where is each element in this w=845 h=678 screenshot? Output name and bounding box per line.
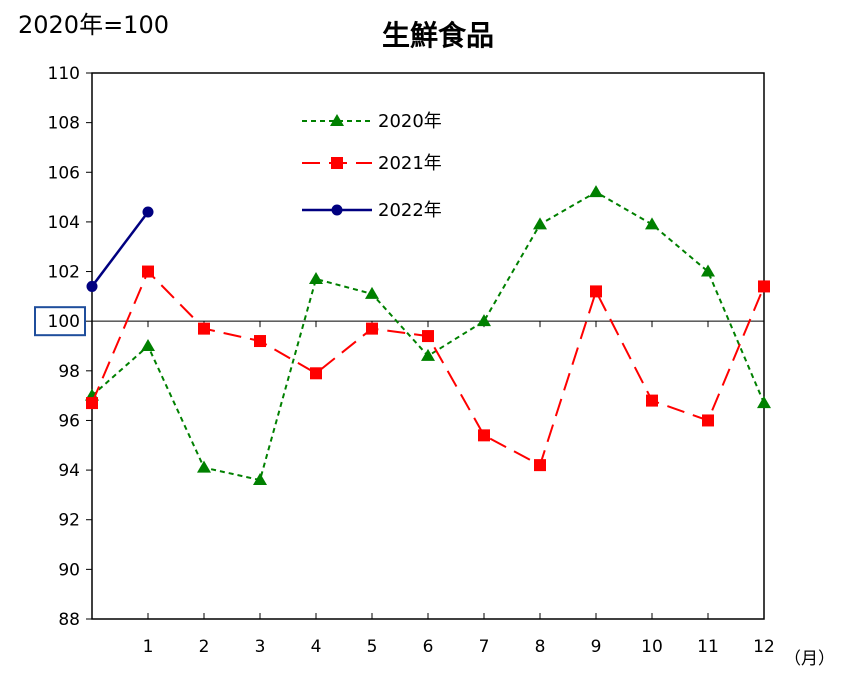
- highlighted-tick-box: [34, 306, 86, 337]
- x-tick-label: 1: [143, 637, 154, 657]
- series-line: [91, 211, 149, 288]
- data-point: [365, 286, 379, 299]
- series-1: [85, 185, 771, 486]
- legend: 2020年 2021年 2022年: [302, 111, 442, 221]
- data-point: [589, 185, 603, 198]
- data-point: [253, 473, 267, 486]
- x-tick-label: 3: [255, 637, 266, 657]
- data-point: [142, 206, 154, 218]
- data-point: [758, 280, 770, 293]
- y-tick-label: 106: [48, 163, 80, 183]
- y-tick-label: 110: [48, 64, 80, 84]
- data-point: [477, 314, 491, 327]
- y-tick-label: 96: [58, 411, 80, 431]
- legend-label: 2022年: [378, 200, 442, 221]
- x-tick-label: 10: [641, 637, 663, 657]
- x-axis-unit-label: （月）: [784, 649, 835, 669]
- data-point: [757, 396, 771, 409]
- legend-marker: [330, 114, 344, 126]
- legend-marker: [331, 157, 343, 169]
- x-axis: 1 2 3 4 5 6 7 8 9 10 11 12: [143, 613, 775, 657]
- data-point: [310, 367, 322, 380]
- y-tick-label: 98: [58, 362, 80, 382]
- y-tick-label: 94: [58, 461, 80, 481]
- x-tick-label: 12: [753, 637, 775, 657]
- data-point: [142, 265, 154, 278]
- x-tick-label: 6: [423, 637, 434, 657]
- y-tick-label: 102: [48, 263, 80, 283]
- base-year-label: 2020年=100: [18, 11, 169, 39]
- legend-label: 2020年: [378, 111, 442, 132]
- data-point: [421, 348, 435, 361]
- y-tick-label: 104: [48, 213, 80, 233]
- data-point: [254, 335, 266, 348]
- data-point: [309, 271, 323, 284]
- x-tick-label: 4: [311, 637, 322, 657]
- reference-line-group: [92, 320, 764, 328]
- series-3: [86, 206, 154, 292]
- chart-title: 生鮮食品: [382, 19, 494, 52]
- data-point: [590, 285, 602, 298]
- data-point: [197, 460, 211, 473]
- data-point: [86, 397, 98, 410]
- series-2: [86, 265, 770, 472]
- y-tick-label: 100: [48, 312, 80, 332]
- data-point: [422, 330, 434, 343]
- data-point: [198, 322, 210, 335]
- x-tick-label: 7: [479, 637, 490, 657]
- data-point: [645, 217, 659, 230]
- legend-label: 2021年: [378, 153, 442, 174]
- legend-marker: [331, 204, 343, 216]
- data-point: [141, 339, 155, 351]
- x-tick-label: 5: [367, 637, 378, 657]
- y-tick-label: 108: [48, 114, 80, 134]
- series-line: [91, 269, 765, 467]
- data-point: [646, 394, 658, 407]
- data-point: [701, 264, 715, 277]
- data-point: [702, 414, 714, 427]
- data-point: [86, 280, 98, 292]
- y-tick-label: 88: [58, 610, 80, 630]
- series-group: [85, 185, 771, 486]
- x-tick-label: 2: [199, 637, 210, 657]
- x-tick-label: 11: [697, 637, 719, 657]
- x-tick-label: 9: [591, 637, 602, 657]
- y-axis: 88 90 92 94 96 98 100 102 104 106 108 110: [34, 64, 92, 630]
- x-tick-label: 8: [535, 637, 546, 657]
- data-point: [533, 217, 547, 230]
- data-point: [366, 322, 378, 335]
- data-point: [534, 459, 546, 472]
- y-tick-label: 90: [58, 560, 80, 580]
- y-tick-label: 92: [58, 511, 80, 531]
- data-point: [478, 429, 490, 442]
